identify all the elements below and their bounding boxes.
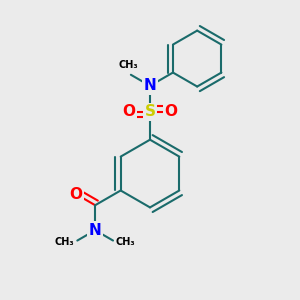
Text: N: N [144,78,156,93]
Text: S: S [145,104,155,119]
Text: O: O [165,104,178,119]
Text: O: O [122,104,135,119]
Text: CH₃: CH₃ [116,237,136,247]
Text: O: O [70,187,83,202]
Text: N: N [89,223,102,238]
Text: CH₃: CH₃ [55,237,74,247]
Text: CH₃: CH₃ [118,60,138,70]
